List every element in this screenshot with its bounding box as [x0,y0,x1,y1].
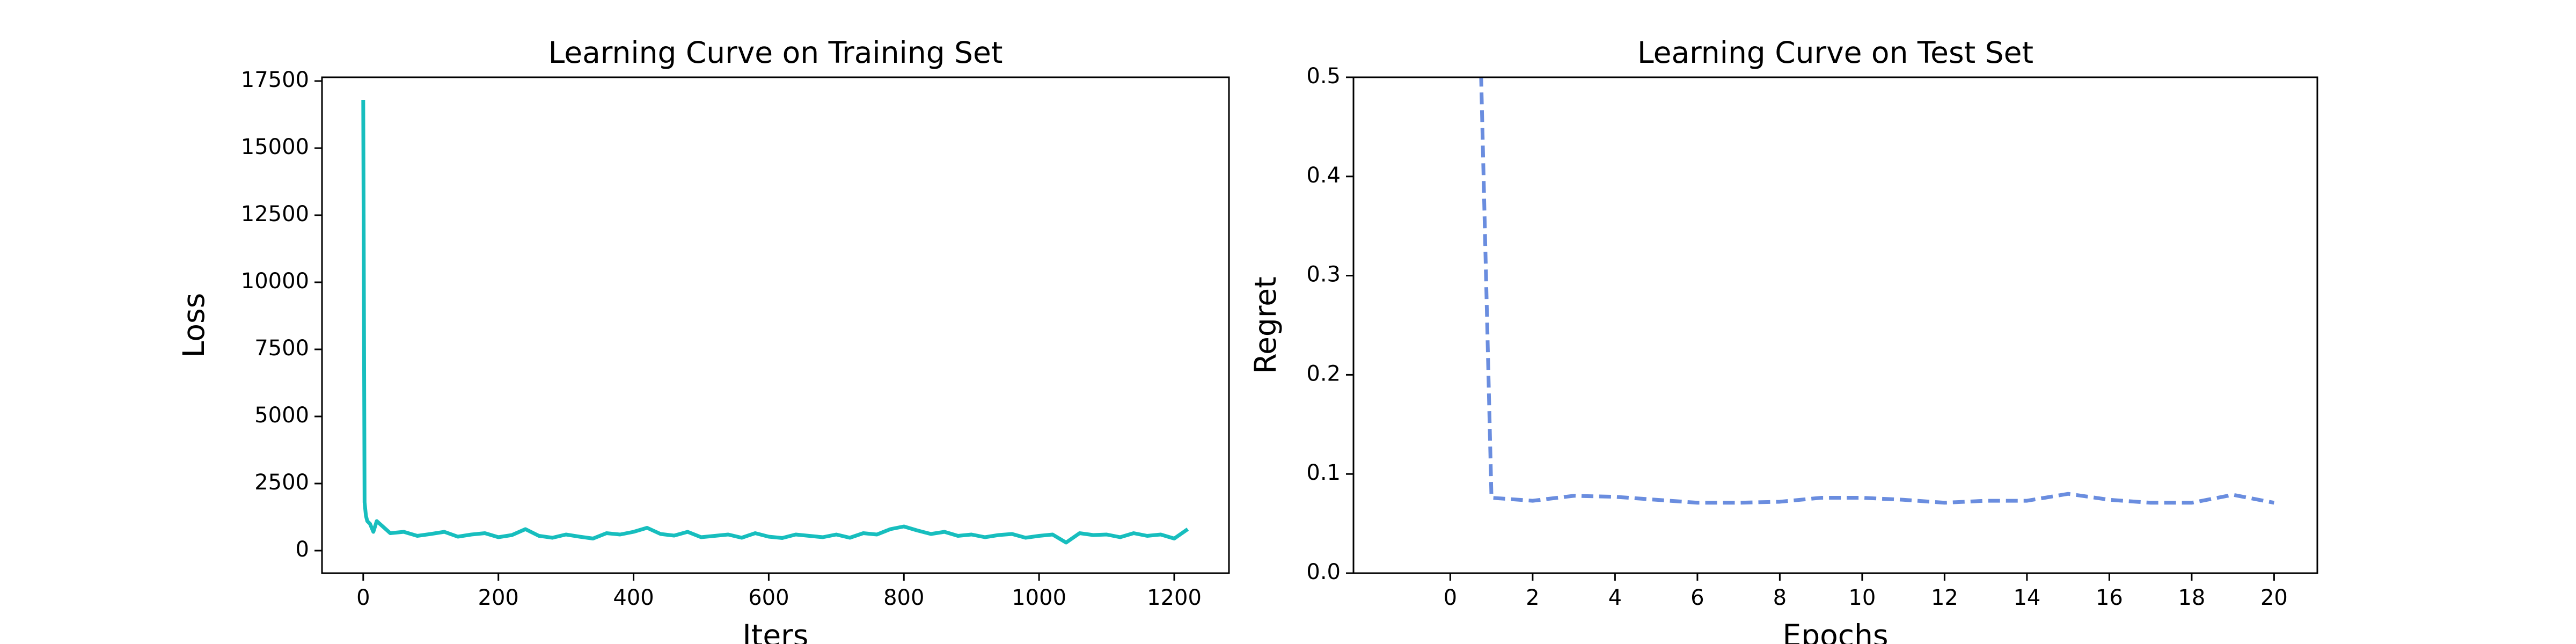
x-tick-label: 8 [1773,586,1787,610]
y-tick-label: 0.2 [1306,361,1341,386]
y-tick-label: 0.4 [1306,163,1341,188]
data-line [361,99,1189,545]
y-tick-label: 12500 [241,202,309,226]
x-axis-label: Epochs [1782,618,1888,644]
x-tick-label: 400 [613,586,654,610]
x-tick-label: 18 [2178,586,2205,610]
x-tick-label: 1200 [1147,586,1202,610]
chart-title: Learning Curve on Training Set [548,35,1003,70]
y-tick-label: 2500 [254,470,309,495]
x-tick-label: 12 [1931,586,1958,610]
y-tick-label: 0.5 [1306,64,1341,89]
x-tick-label: 6 [1690,586,1704,610]
x-tick-label: 14 [2013,586,2040,610]
x-tick-label: 16 [2096,586,2123,610]
chart-panel: Learning Curve on Training Set Iters Loss 0… [177,35,1230,644]
x-tick-label: 10 [1848,586,1876,610]
axes-frame [321,76,1230,574]
x-tick-label: 0 [1444,586,1457,610]
x-tick-label: 20 [2260,586,2288,610]
y-tick-label: 5000 [254,403,309,428]
y-tick-label: 0.0 [1306,560,1341,584]
y-tick-label: 17500 [241,68,309,92]
x-tick-label: 2 [1526,586,1539,610]
y-tick-label: 10000 [241,269,309,294]
chart-title: Learning Curve on Test Set [1637,35,2033,70]
data-line [1479,77,2275,505]
x-axis-label: Iters [743,618,809,644]
x-tick-label: 4 [1608,586,1622,610]
y-tick-label: 0 [296,537,309,562]
y-tick-label: 7500 [254,336,309,361]
axes-frame [1352,76,2318,574]
y-axis-label: Regret [1248,276,1283,374]
x-tick-label: 1000 [1012,586,1066,610]
x-tick-label: 0 [356,586,370,610]
x-tick-label: 600 [748,586,789,610]
y-tick-label: 15000 [241,135,309,159]
y-tick-label: 0.3 [1306,262,1341,287]
y-axis-label: Loss [177,293,211,358]
x-tick-label: 800 [883,586,924,610]
y-tick-label: 0.1 [1306,460,1341,485]
chart-panel: Learning Curve on Test Set Epochs Regret 0 2… [1248,35,2318,644]
x-tick-label: 200 [478,586,519,610]
